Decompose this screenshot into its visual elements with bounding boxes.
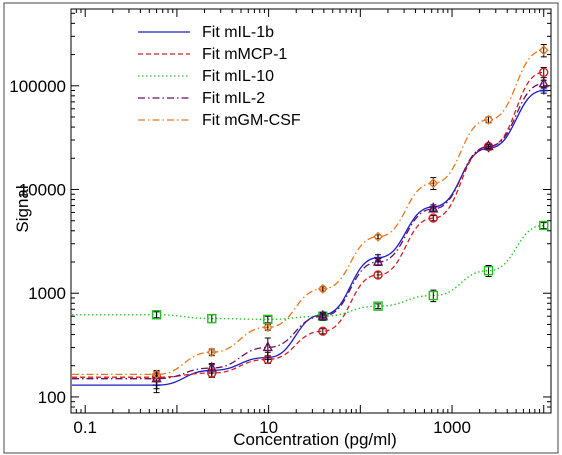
- point-marker-square: [207, 313, 217, 324]
- legend-label: Fit mIL-2: [202, 90, 265, 107]
- point-marker-diamond: [206, 347, 217, 358]
- legend-label: Fit mIL-10: [202, 68, 274, 85]
- point-marker-diamond: [428, 178, 439, 189]
- point-marker-triangle: [206, 361, 217, 372]
- plot-area: [70, 8, 552, 414]
- point-marker-diamond: [262, 322, 273, 333]
- y-tick-label: 1000: [28, 284, 66, 303]
- point-marker-diamond: [317, 283, 328, 294]
- x-tick-label: 1000: [433, 418, 471, 437]
- error-bar: [153, 311, 160, 319]
- x-tick-label: 0.1: [73, 418, 97, 437]
- point-marker-circle: [428, 213, 439, 223]
- y-axis: 100 1000 10000 100000: [9, 12, 551, 414]
- point-marker-square: [539, 220, 549, 231]
- point-marker-triangle: [262, 340, 273, 352]
- point-marker-triangle: [483, 139, 494, 151]
- legend-label: Fit mMCP-1: [202, 46, 287, 63]
- point-marker-square: [151, 310, 162, 320]
- plot-frame: [70, 8, 552, 414]
- point-marker-circle: [318, 326, 328, 336]
- legend-label: Fit mGM-CSF: [202, 112, 301, 129]
- x-axis-label: Concentration (pg/ml): [233, 430, 396, 449]
- y-tick-label: 100000: [9, 77, 66, 96]
- y-tick-label: 100: [38, 388, 66, 407]
- point-marker-triangle: [317, 309, 328, 320]
- point-marker-plus: [539, 86, 548, 95]
- point-marker-circle: [539, 67, 549, 77]
- series-line: [72, 82, 544, 380]
- point-marker-diamond: [538, 45, 549, 56]
- point-marker-triangle: [372, 255, 384, 266]
- point-marker-square: [373, 301, 383, 311]
- point-marker-diamond: [151, 369, 162, 380]
- error-bar: [319, 328, 326, 335]
- point-marker-square: [483, 265, 494, 276]
- y-tick-label: 10000: [19, 181, 66, 200]
- legend: Fit mIL-1b Fit mMCP-1 Fit mIL-10 Fit mIL-2 F…: [138, 24, 301, 129]
- point-marker-diamond: [373, 231, 384, 242]
- y-axis-label: Signal: [13, 185, 32, 232]
- point-marker-triangle: [428, 202, 439, 213]
- error-bar: [375, 303, 382, 310]
- point-marker-diamond: [483, 114, 494, 125]
- point-marker-triangle: [538, 77, 549, 88]
- series-layer: [72, 44, 549, 394]
- point-marker-square: [428, 290, 439, 301]
- x-tick-label: 10: [259, 418, 278, 437]
- figure-border: [3, 2, 559, 454]
- error-bar: [430, 215, 437, 222]
- x-axis: 0.1 10 1000: [70, 9, 545, 437]
- legend-label: Fit mIL-1b: [202, 24, 274, 41]
- point-marker-circle: [373, 270, 383, 280]
- series-4: [72, 44, 549, 380]
- error-bar: [540, 222, 547, 230]
- series-3: [72, 77, 549, 390]
